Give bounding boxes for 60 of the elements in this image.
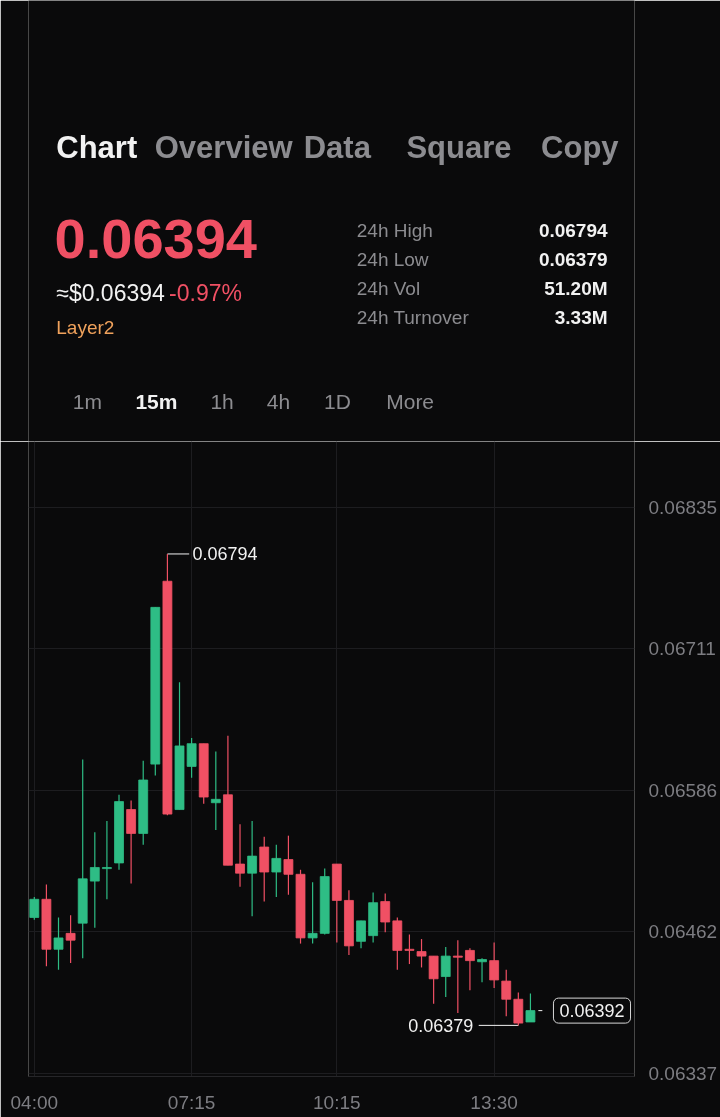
x-tick-label: 04:00 — [10, 1091, 59, 1113]
text: 1m — [72, 390, 103, 413]
y-tick-label: 0.06586 — [648, 779, 718, 801]
text: 3.33M — [554, 307, 608, 328]
text: 1h — [210, 390, 234, 413]
candlestick — [356, 920, 366, 949]
text: 0.06794 — [538, 220, 608, 241]
text: -0.97% — [169, 279, 242, 306]
candlestick — [380, 893, 391, 933]
text: 24h Vol — [356, 278, 421, 299]
candlestick — [89, 831, 100, 929]
candlestick — [271, 844, 282, 898]
candlestick — [477, 957, 487, 983]
text: Data — [303, 130, 372, 165]
candlestick — [307, 881, 318, 945]
text: Square — [406, 130, 512, 165]
candlestick — [440, 946, 451, 998]
text: 51.20M — [544, 278, 608, 299]
candlestick — [525, 992, 536, 1023]
candlestick — [452, 939, 463, 1014]
text: 1D — [323, 390, 351, 413]
candlestick — [247, 820, 257, 917]
x-tick-label: 13:30 — [470, 1091, 518, 1113]
text: More — [386, 390, 435, 413]
annotation: 0.06392 — [559, 1001, 625, 1022]
candlestick — [465, 947, 475, 991]
candlestick — [404, 933, 415, 965]
candlestick — [126, 799, 136, 884]
text: Copy — [541, 130, 620, 165]
annotation: 0.06379 — [408, 1015, 474, 1036]
y-tick-label: 0.06337 — [648, 1062, 718, 1084]
x-tick-label: 07:15 — [167, 1091, 216, 1113]
candlestick — [210, 751, 221, 831]
y-tick-label: 0.06711 — [648, 637, 716, 659]
candlestick — [235, 823, 245, 888]
text: 0.06394 — [54, 206, 258, 270]
candlestick — [513, 991, 524, 1026]
candlestick — [102, 820, 112, 900]
text: Overview — [154, 130, 294, 165]
candlestick — [29, 896, 40, 921]
candlestick — [428, 955, 439, 1005]
candlestick — [53, 916, 64, 971]
text: 0.06379 — [538, 249, 608, 270]
text: 4h — [266, 390, 291, 413]
text: Chart — [56, 130, 138, 165]
text: Layer2 — [56, 317, 115, 338]
y-tick-label: 0.06835 — [648, 496, 718, 518]
candlestick — [489, 941, 500, 989]
candlestick — [416, 938, 427, 969]
text: 24h Low — [356, 249, 429, 270]
y-tick-label: 0.06462 — [648, 920, 718, 942]
x-tick-label: 10:15 — [313, 1091, 361, 1113]
candlestick — [65, 914, 76, 964]
text: 15m — [135, 390, 178, 413]
text: ≈$0.06394 — [56, 279, 166, 306]
candlestick — [501, 969, 512, 1017]
annotation: 0.06794 — [192, 544, 258, 565]
text: 24h High — [356, 220, 433, 241]
candlestick — [283, 835, 294, 896]
text: 24h Turnover — [356, 307, 470, 328]
